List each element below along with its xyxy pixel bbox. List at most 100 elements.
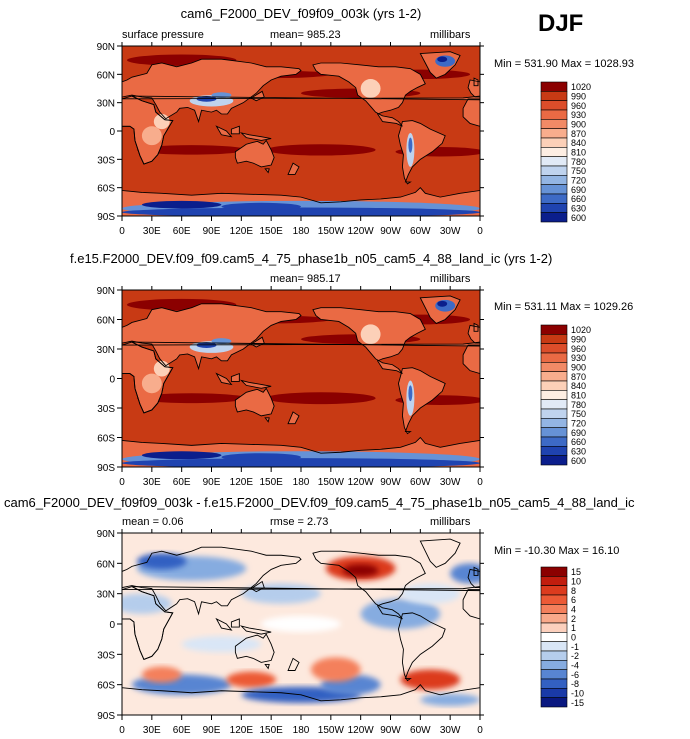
colorbar-label: 960 — [571, 101, 586, 111]
colorbar-box — [540, 137, 568, 148]
colorbar-label: 630 — [571, 447, 586, 457]
colorbar-box — [540, 193, 568, 204]
panel-3-map — [122, 533, 480, 715]
topographic-feature — [408, 137, 413, 153]
colorbar-label: 810 — [571, 391, 586, 401]
x-tick-label: 30W — [440, 226, 461, 237]
panel-2-units: millibars — [430, 273, 471, 285]
panel-1-mean: mean= 985.23 — [270, 29, 341, 41]
y-tick-label: 0 — [109, 127, 115, 138]
axes-layer: 0 30E 60E 90E 120E 150E 180 150W 120W 90W 60W 30W 09… — [97, 42, 484, 736]
colorbar-box — [540, 147, 568, 157]
topographic-feature — [221, 202, 301, 211]
colorbar-label: 690 — [571, 428, 586, 438]
x-tick-label: 0 — [477, 226, 483, 237]
y-tick-label: 30S — [97, 404, 115, 415]
x-tick-label: 120W — [348, 477, 375, 488]
colorbar-label: 900 — [571, 363, 586, 373]
y-tick-label: 90S — [97, 463, 115, 474]
x-tick-label: 60W — [410, 226, 431, 237]
topographic-feature — [141, 451, 222, 460]
topographic-feature — [141, 373, 162, 394]
difference-anomaly — [450, 563, 480, 584]
colorbar-box — [540, 678, 568, 689]
y-tick-label: 30N — [97, 590, 115, 601]
topographic-feature — [408, 385, 413, 402]
x-tick-label: 150E — [259, 725, 283, 736]
topographic-feature — [211, 92, 232, 98]
colorbar-label: 930 — [571, 110, 586, 120]
panel-3-units: millibars — [430, 516, 471, 528]
colorbar-label: 660 — [571, 194, 586, 204]
colorbar-box — [540, 641, 568, 652]
x-tick-label: 120W — [348, 725, 375, 736]
colorbar-label: 0 — [571, 633, 576, 643]
colorbar-label: -8 — [571, 679, 579, 689]
panel-3-mean: mean = 0.06 — [122, 516, 184, 528]
colorbar-box — [540, 604, 568, 614]
topographic-feature — [437, 56, 448, 63]
colorbar-label: 870 — [571, 372, 586, 382]
y-tick-label: 90N — [97, 42, 115, 53]
colorbar-label: 630 — [571, 204, 586, 214]
x-tick-label: 180 — [293, 226, 310, 237]
colorbar-box — [540, 585, 568, 596]
panel-1-left-label: surface pressure — [122, 29, 204, 41]
topographic-feature — [141, 126, 162, 146]
y-tick-label: 30S — [97, 155, 115, 166]
colorbar-label: 6 — [571, 595, 576, 605]
x-tick-label: 150E — [259, 226, 283, 237]
colorbar-label: 2 — [571, 614, 576, 624]
colorbar-box — [540, 408, 568, 419]
colorbar-box — [540, 109, 568, 120]
colorbar-box — [540, 688, 568, 698]
colorbar-box — [540, 100, 568, 111]
x-tick-label: 90W — [380, 477, 401, 488]
colorbar-label: 750 — [571, 166, 586, 176]
x-tick-label: 120W — [348, 226, 375, 237]
y-tick-label: 60S — [97, 184, 115, 195]
colorbar-box — [540, 324, 568, 335]
panel-1-map — [122, 46, 480, 216]
colorbar-box — [540, 184, 568, 195]
difference-anomaly — [400, 669, 461, 690]
y-tick-label: 0 — [109, 620, 115, 631]
y-tick-label: 60N — [97, 316, 115, 327]
x-tick-label: 30E — [143, 725, 161, 736]
colorbar-label: 870 — [571, 129, 586, 139]
colorbar-box — [540, 343, 568, 354]
panel-3-minmax: Min = -10.30 Max = 16.10 — [494, 545, 620, 557]
panel-2-title: f.e15.F2000_DEV.f09_f09.cam5_4_75_phase1… — [70, 251, 553, 266]
colorbar-box — [540, 632, 568, 642]
difference-anomaly — [420, 693, 480, 706]
topographic-feature — [360, 324, 381, 345]
x-tick-label: 30E — [143, 477, 161, 488]
x-tick-label: 0 — [477, 477, 483, 488]
x-tick-label: 150W — [318, 226, 345, 237]
topographic-feature — [122, 458, 480, 467]
legends-layer: 1020990960930900870840810780750720690660… — [540, 81, 591, 708]
colorbar-box — [540, 650, 568, 661]
colorbar-label: -4 — [571, 661, 579, 671]
topographic-feature — [141, 200, 222, 209]
colorbar-box — [540, 390, 568, 400]
colorbar-label: 990 — [571, 92, 586, 102]
difference-anomaly — [310, 657, 361, 682]
colorbar-box — [540, 203, 568, 213]
x-tick-label: 180 — [293, 477, 310, 488]
difference-anomaly — [241, 583, 321, 604]
colorbar-box — [540, 594, 568, 605]
topographic-feature — [221, 453, 301, 462]
panel-1-title: cam6_F2000_DEV_f09f09_003k (yrs 1-2) — [180, 6, 422, 21]
colorbar-box — [540, 156, 568, 167]
x-tick-label: 150E — [259, 477, 283, 488]
colorbar-label: -15 — [571, 698, 584, 708]
y-tick-label: 90N — [97, 286, 115, 297]
colorbar-box — [540, 566, 568, 577]
colorbar-box — [540, 622, 568, 633]
colorbar-label: 690 — [571, 185, 586, 195]
x-tick-label: 30W — [440, 725, 461, 736]
colorbar-label: -10 — [571, 689, 584, 699]
difference-anomaly — [342, 564, 379, 577]
x-tick-label: 30E — [143, 226, 161, 237]
